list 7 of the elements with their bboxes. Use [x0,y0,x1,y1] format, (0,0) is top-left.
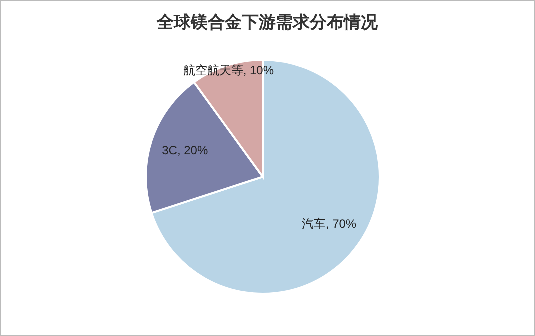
data-label: , 70% [326,217,357,232]
chart-title: 全球镁合金下游需求分布情况 [156,13,379,33]
slice-label: 3C [162,144,178,158]
data-label: , 20% [177,144,208,158]
slice-label: 航空航天等 [183,63,244,78]
data-label: , 10% [243,63,274,78]
slice-label: 汽车 [302,217,326,232]
